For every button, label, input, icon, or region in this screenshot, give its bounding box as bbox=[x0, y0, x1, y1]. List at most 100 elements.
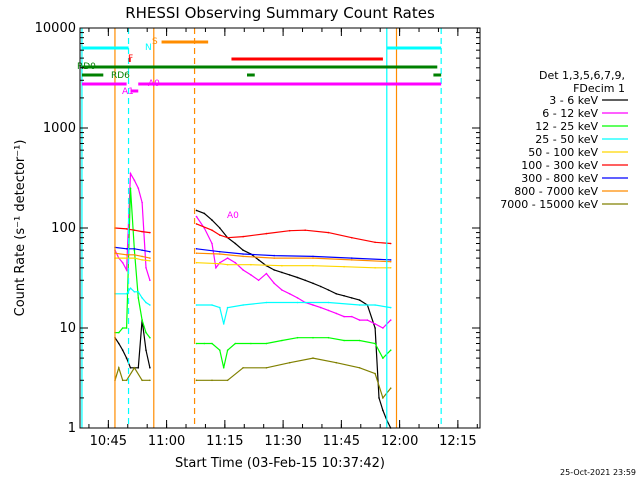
data-point bbox=[195, 379, 198, 382]
data-point bbox=[378, 397, 380, 399]
series-line bbox=[114, 171, 392, 329]
x-tick-label: 11:00 bbox=[148, 434, 185, 449]
data-point bbox=[145, 349, 147, 352]
data-point bbox=[133, 257, 136, 259]
series-segment bbox=[196, 301, 391, 325]
data-point bbox=[296, 297, 299, 299]
data-point bbox=[195, 209, 198, 212]
data-point bbox=[211, 304, 213, 306]
data-point bbox=[219, 349, 221, 352]
data-point bbox=[226, 349, 229, 352]
data-point bbox=[242, 249, 244, 251]
data-point bbox=[257, 259, 260, 261]
data-point bbox=[149, 260, 151, 262]
data-point bbox=[215, 267, 217, 269]
data-point bbox=[312, 255, 314, 258]
data-point bbox=[281, 264, 283, 267]
data-point bbox=[242, 255, 244, 258]
data-point bbox=[343, 315, 345, 318]
data-point bbox=[358, 319, 361, 321]
data-point bbox=[389, 260, 392, 263]
data-point bbox=[250, 274, 252, 276]
data-point bbox=[203, 342, 206, 345]
flag-label: A1 bbox=[122, 87, 134, 97]
data-point bbox=[149, 279, 151, 282]
data-point bbox=[351, 297, 353, 299]
data-point bbox=[265, 342, 268, 345]
flag-label: A0 bbox=[148, 79, 160, 89]
data-point bbox=[335, 312, 338, 315]
data-point bbox=[133, 249, 136, 251]
data-point bbox=[273, 269, 276, 271]
series-line bbox=[114, 209, 392, 429]
data-point bbox=[250, 263, 252, 266]
data-point bbox=[195, 342, 198, 345]
data-point bbox=[211, 379, 213, 382]
data-point bbox=[242, 367, 244, 369]
data-point bbox=[125, 327, 128, 329]
data-point bbox=[141, 230, 143, 233]
x-tick-label: 11:45 bbox=[323, 434, 360, 449]
data-point bbox=[219, 306, 221, 309]
legend-label: 3 - 6 keV bbox=[549, 94, 598, 107]
series-segment bbox=[114, 320, 151, 369]
data-point bbox=[125, 357, 128, 359]
data-point bbox=[125, 257, 128, 259]
data-point bbox=[374, 241, 376, 244]
data-point bbox=[125, 293, 128, 295]
data-point bbox=[327, 231, 330, 234]
data-point bbox=[195, 248, 198, 250]
data-point bbox=[125, 254, 128, 256]
flag-label: N bbox=[145, 43, 152, 53]
data-point bbox=[327, 309, 330, 312]
data-point bbox=[343, 295, 345, 297]
data-point bbox=[219, 250, 221, 253]
data-point bbox=[137, 297, 140, 299]
data-point bbox=[118, 342, 120, 345]
data-point bbox=[304, 279, 307, 282]
series-line bbox=[114, 187, 392, 369]
data-point bbox=[129, 367, 132, 369]
data-point bbox=[374, 323, 376, 325]
data-point bbox=[327, 301, 330, 304]
data-point bbox=[211, 342, 213, 345]
data-point bbox=[145, 331, 147, 334]
x-tick-label: 11:30 bbox=[264, 434, 301, 449]
data-point bbox=[137, 291, 140, 293]
data-point bbox=[219, 234, 221, 236]
data-point bbox=[273, 254, 276, 257]
series-line bbox=[114, 257, 392, 269]
data-point bbox=[195, 215, 198, 218]
data-point bbox=[257, 279, 260, 282]
data-point bbox=[389, 259, 392, 261]
flag-label: F bbox=[128, 54, 133, 64]
data-point bbox=[234, 261, 237, 264]
data-point bbox=[312, 264, 314, 267]
series-segment bbox=[196, 337, 392, 368]
data-point bbox=[121, 349, 124, 352]
data-point bbox=[312, 257, 314, 259]
x-tick-label: 10:45 bbox=[90, 434, 127, 449]
x-tick-label: 12:15 bbox=[439, 434, 476, 449]
legend-label: 50 - 100 keV bbox=[528, 146, 598, 159]
data-point bbox=[118, 367, 120, 369]
data-point bbox=[145, 301, 147, 304]
data-point bbox=[141, 259, 143, 261]
chart-title: RHESSI Observing Summary Count Rates bbox=[125, 4, 435, 22]
series-segment bbox=[196, 216, 392, 329]
series-segment bbox=[196, 209, 392, 429]
data-point bbox=[374, 304, 376, 306]
data-point bbox=[211, 219, 213, 221]
data-point bbox=[226, 263, 229, 266]
series-segment bbox=[196, 223, 391, 245]
data-point bbox=[312, 357, 314, 359]
data-point bbox=[304, 229, 307, 231]
data-point bbox=[358, 339, 361, 342]
data-point bbox=[265, 232, 268, 235]
data-point bbox=[389, 242, 392, 245]
x-tick-label: 12:00 bbox=[381, 434, 418, 449]
y-tick-label: 1 bbox=[68, 421, 76, 436]
data-point bbox=[226, 236, 229, 239]
